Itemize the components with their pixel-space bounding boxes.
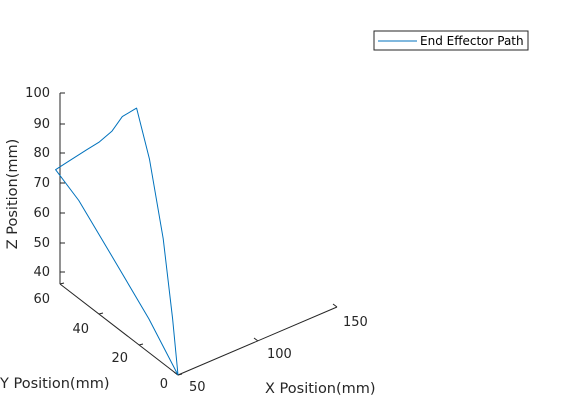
x-axis-ticks — [174, 304, 337, 375]
z-axis-label: Z Position(mm) — [5, 139, 21, 250]
z-tick-label: 50 — [33, 236, 50, 251]
y-tick-mark — [178, 374, 182, 375]
y-tick-label: 60 — [33, 292, 50, 307]
y-tick-label: 20 — [111, 351, 128, 366]
legend[interactable]: End Effector Path — [374, 31, 528, 50]
z-tick-labels: 100 90 80 70 60 50 40 — [25, 86, 50, 280]
y-tick-label: 40 — [72, 322, 89, 337]
z-tick-label: 90 — [33, 117, 50, 132]
z-tick-label: 100 — [25, 86, 50, 101]
x-tick-mark — [254, 338, 258, 341]
legend-label: End Effector Path — [420, 34, 524, 48]
x-tick-mark — [333, 304, 337, 307]
z-tick-label: 40 — [33, 265, 50, 280]
z-tick-label: 80 — [33, 146, 50, 161]
z-tick-label: 60 — [33, 206, 50, 221]
x-axis-label: X Position(mm) — [265, 381, 376, 397]
z-tick-label: 70 — [33, 176, 50, 191]
x-tick-label: 150 — [343, 315, 368, 330]
y-axis-label: Y Position(mm) — [0, 376, 110, 392]
x-tick-label: 50 — [189, 380, 206, 395]
y-tick-mark — [139, 344, 143, 345]
y-tick-label: 0 — [160, 377, 168, 392]
y-tick-mark — [60, 283, 64, 284]
x-tick-label: 100 — [267, 347, 292, 362]
z-axis-ticks — [60, 93, 65, 272]
y-tick-mark — [99, 313, 103, 314]
